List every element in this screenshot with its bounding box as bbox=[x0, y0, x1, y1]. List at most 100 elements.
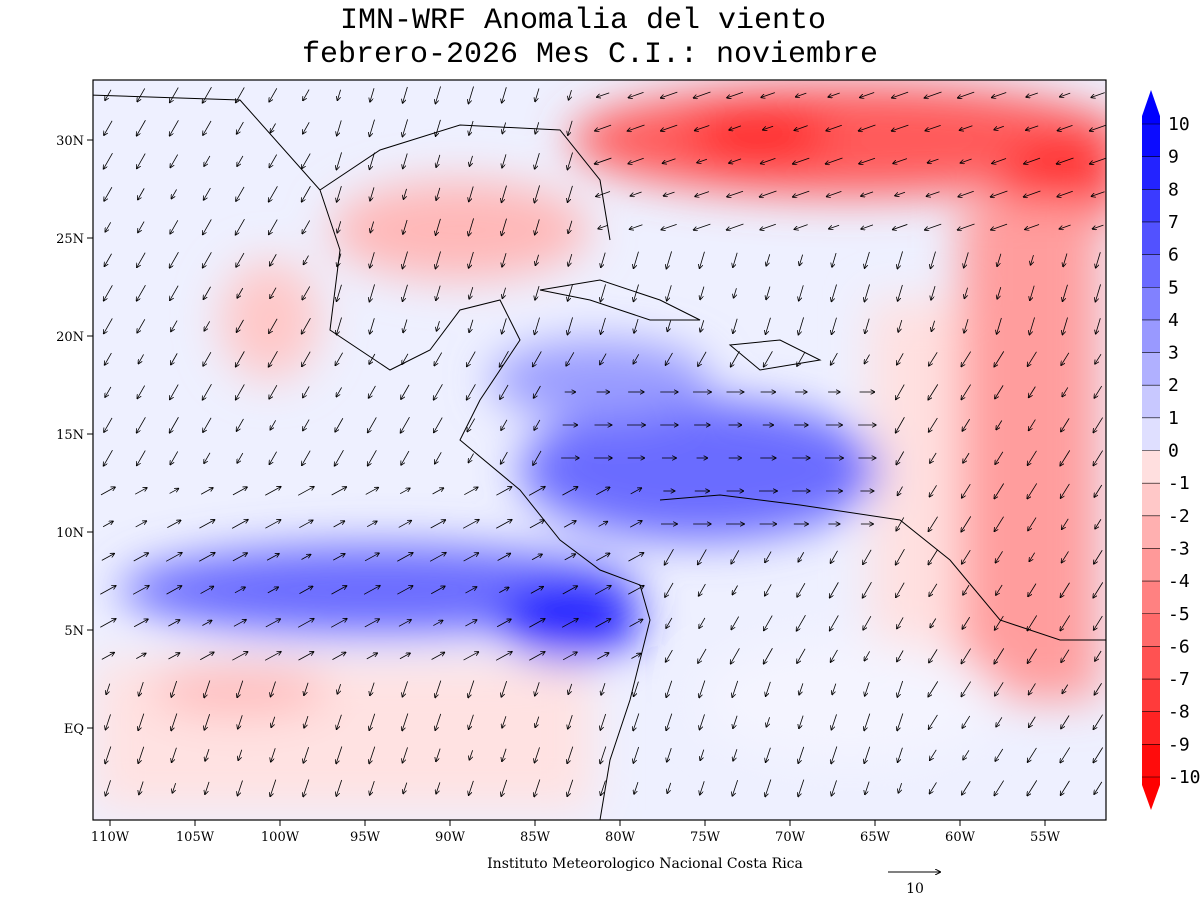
wind-arrow bbox=[962, 483, 971, 498]
wind-arrow bbox=[896, 384, 905, 400]
wind-arrow bbox=[335, 450, 344, 466]
wind-arrow bbox=[133, 553, 149, 562]
wind-arrow bbox=[271, 716, 276, 728]
x-tick-label: 80W bbox=[605, 830, 636, 845]
wind-arrow bbox=[1095, 284, 1101, 301]
wind-arrow bbox=[1094, 385, 1103, 398]
wind-arrow bbox=[501, 218, 507, 236]
wind-arrow bbox=[139, 781, 144, 795]
wind-arrow bbox=[628, 586, 644, 595]
wind-arrow bbox=[1093, 417, 1103, 433]
wind-arrow bbox=[799, 683, 804, 694]
wind-arrow bbox=[436, 154, 441, 167]
wind-arrow bbox=[1091, 92, 1105, 98]
colorbar-label: -4 bbox=[1168, 571, 1190, 592]
wind-arrow bbox=[170, 252, 179, 268]
wind-arrow bbox=[898, 783, 902, 793]
wind-arrow bbox=[236, 218, 245, 235]
wind-arrow bbox=[104, 186, 113, 201]
wind-arrow bbox=[299, 520, 312, 529]
wind-arrow bbox=[267, 587, 278, 594]
wind-arrow bbox=[496, 520, 512, 529]
wind-arrow bbox=[864, 746, 871, 763]
wind-arrow bbox=[798, 552, 805, 562]
wind-arrow bbox=[996, 420, 1003, 429]
wind-arrow bbox=[369, 152, 375, 170]
wind-arrow bbox=[793, 190, 810, 197]
wind-arrow bbox=[926, 191, 940, 197]
wind-arrow bbox=[1028, 517, 1037, 531]
wind-arrow bbox=[1028, 450, 1037, 465]
colorbar-segment bbox=[1142, 646, 1160, 680]
wind-arrow bbox=[628, 124, 645, 131]
wind-arrow bbox=[265, 619, 280, 628]
wind-arrow bbox=[204, 452, 211, 463]
wind-arrow bbox=[727, 190, 744, 197]
wind-arrow bbox=[139, 682, 144, 696]
wind-arrow bbox=[963, 452, 970, 463]
wind-arrow bbox=[633, 713, 640, 730]
wind-arrow bbox=[925, 124, 941, 130]
wind-arrow bbox=[831, 649, 838, 662]
wind-arrow bbox=[402, 713, 409, 730]
wind-arrow bbox=[1094, 615, 1103, 630]
wind-arrow bbox=[963, 584, 970, 595]
y-tick-label: 20N bbox=[56, 330, 84, 345]
colorbar-cap bbox=[1142, 785, 1160, 810]
wind-arrow bbox=[236, 252, 245, 267]
wind-arrow bbox=[464, 487, 477, 496]
wind-arrow bbox=[501, 779, 508, 796]
wind-arrow bbox=[529, 520, 544, 529]
wind-arrow bbox=[497, 554, 511, 561]
x-tick-label: 85W bbox=[520, 830, 551, 845]
wind-arrow bbox=[1061, 649, 1070, 663]
wind-arrow bbox=[1060, 747, 1071, 762]
wind-arrow bbox=[561, 619, 578, 628]
wind-arrow bbox=[797, 582, 806, 597]
wind-arrow bbox=[435, 713, 442, 730]
colorbar-segment bbox=[1142, 189, 1160, 222]
wind-arrow bbox=[1095, 519, 1102, 528]
wind-arrow bbox=[666, 352, 673, 365]
wind-arrow bbox=[765, 779, 772, 797]
wind-arrow bbox=[797, 351, 806, 366]
wind-arrow bbox=[663, 158, 676, 164]
wind-arrow bbox=[766, 747, 771, 762]
wind-arrow bbox=[568, 220, 573, 233]
wind-arrow bbox=[1062, 518, 1069, 529]
wind-arrow bbox=[170, 154, 179, 168]
wind-arrow bbox=[136, 653, 145, 659]
wind-arrow bbox=[733, 749, 738, 761]
wind-arrow bbox=[105, 89, 112, 100]
wind-arrow bbox=[269, 88, 278, 101]
wind-arrow bbox=[733, 318, 738, 333]
wind-arrow bbox=[336, 779, 343, 796]
wind-arrow bbox=[1062, 551, 1069, 562]
wind-arrow bbox=[896, 549, 905, 565]
wind-arrow bbox=[137, 252, 146, 268]
wind-arrow bbox=[500, 384, 509, 399]
wind-arrow bbox=[434, 417, 443, 433]
wind-arrow bbox=[829, 224, 840, 229]
wind-arrow bbox=[502, 318, 507, 333]
wind-arrow bbox=[333, 554, 344, 561]
colorbar-segment bbox=[1142, 254, 1160, 288]
wind-arrow bbox=[629, 521, 642, 528]
wind-arrow bbox=[1093, 714, 1103, 730]
colorbar-label: 6 bbox=[1168, 245, 1179, 266]
wind-arrow bbox=[897, 713, 904, 731]
wind-arrow bbox=[370, 221, 375, 233]
wind-arrow bbox=[830, 615, 839, 630]
wind-arrow bbox=[964, 287, 968, 299]
wind-arrow bbox=[369, 746, 376, 764]
wind-arrow bbox=[534, 747, 540, 762]
colorbar-label: -3 bbox=[1168, 538, 1190, 559]
wind-arrow bbox=[798, 746, 805, 763]
wind-arrow bbox=[892, 91, 909, 98]
wind-arrow bbox=[403, 153, 408, 169]
wind-arrow bbox=[1096, 318, 1101, 333]
wind-arrow bbox=[496, 619, 511, 628]
wind-arrow bbox=[595, 124, 612, 131]
wind-arrow bbox=[1062, 684, 1069, 694]
wind-arrow bbox=[831, 284, 837, 302]
